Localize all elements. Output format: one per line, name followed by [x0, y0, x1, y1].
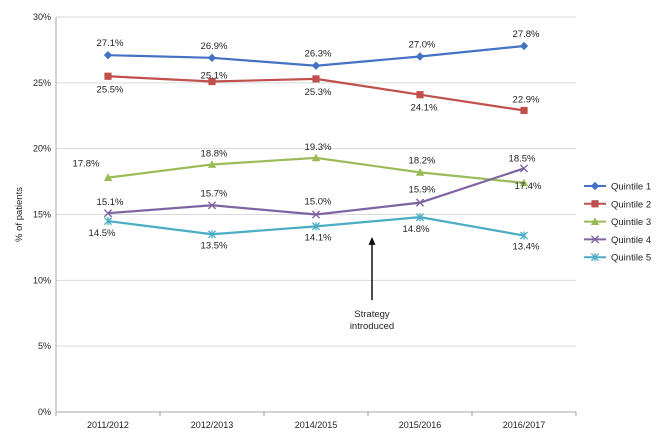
annotation-text: Strategy [354, 309, 390, 320]
data-label: 27.8% [513, 29, 540, 40]
data-label: 15.7% [201, 188, 228, 199]
data-label: 18.8% [201, 148, 228, 159]
annotation-arrow-head [368, 236, 376, 245]
y-axis-title: % of patients [14, 187, 25, 242]
data-point [208, 77, 216, 86]
data-label: 18.2% [409, 155, 436, 166]
y-tick-label: 25% [33, 78, 51, 88]
data-point [207, 201, 217, 210]
data-point [520, 106, 528, 115]
legend-label: Quintile 2 [611, 199, 651, 210]
data-point [103, 50, 113, 60]
data-label: 27.1% [97, 38, 124, 49]
data-point [519, 178, 529, 187]
data-label: 26.9% [201, 41, 228, 52]
data-label: 22.9% [513, 94, 540, 105]
legend-label: Quintile 4 [611, 235, 651, 246]
x-tick-label: 2011/2012 [87, 420, 129, 430]
data-label: 14.1% [305, 232, 332, 243]
y-tick-label: 5% [38, 341, 51, 351]
data-label: 18.5% [509, 153, 536, 164]
x-tick-label: 2012/2013 [191, 420, 234, 430]
legend-marker [590, 253, 600, 262]
data-label: 15.1% [97, 197, 124, 208]
data-label: 17.4% [515, 181, 542, 192]
legend-label: Quintile 1 [611, 182, 651, 193]
x-tick-label: 2016/2017 [503, 420, 546, 430]
legend-label: Quintile 3 [611, 217, 651, 228]
data-point [415, 52, 425, 61]
y-tick-label: 10% [33, 275, 51, 285]
data-point [207, 53, 217, 63]
data-point [207, 230, 217, 239]
data-label: 25.1% [201, 71, 228, 82]
legend-marker [590, 235, 600, 244]
data-label: 13.5% [201, 240, 228, 251]
data-point [311, 222, 321, 231]
y-tick-label: 15% [33, 210, 51, 220]
y-tick-label: 30% [33, 12, 51, 22]
data-point [207, 160, 217, 168]
data-label: 25.5% [97, 84, 124, 95]
data-label: 17.8% [73, 159, 100, 170]
data-label: 19.3% [305, 142, 332, 153]
legend-marker [591, 200, 599, 208]
data-point [519, 231, 529, 240]
x-tick-label: 2014/2015 [295, 420, 338, 430]
data-label: 13.4% [513, 242, 540, 253]
data-point [103, 209, 113, 218]
data-point [312, 75, 320, 83]
data-label: 15.0% [305, 197, 332, 208]
y-tick-label: 0% [38, 407, 51, 417]
legend-marker [590, 217, 600, 225]
data-label: 15.9% [409, 185, 436, 196]
data-point [311, 61, 321, 70]
data-point [103, 216, 113, 226]
data-label: 26.3% [305, 49, 332, 60]
data-point [103, 173, 113, 182]
data-point [311, 153, 321, 162]
data-point [311, 210, 321, 219]
data-point [415, 167, 425, 176]
data-point [104, 72, 112, 80]
x-tick-label: 2015/2016 [399, 420, 442, 430]
data-label: 24.1% [411, 103, 438, 114]
series-line [107, 167, 525, 216]
data-point [519, 41, 529, 51]
data-point [415, 213, 425, 222]
data-point [415, 198, 425, 207]
legend-label: Quintile 5 [611, 253, 651, 264]
annotation-text: introduced [350, 321, 394, 332]
series-line [107, 156, 525, 184]
data-point [416, 91, 424, 99]
data-label: 25.3% [305, 87, 332, 98]
data-label: 14.8% [403, 224, 430, 235]
legend-marker [590, 181, 600, 191]
data-label: 27.0% [409, 40, 436, 51]
y-tick-label: 20% [33, 144, 51, 154]
data-point [519, 164, 529, 173]
data-label: 14.5% [89, 228, 116, 239]
